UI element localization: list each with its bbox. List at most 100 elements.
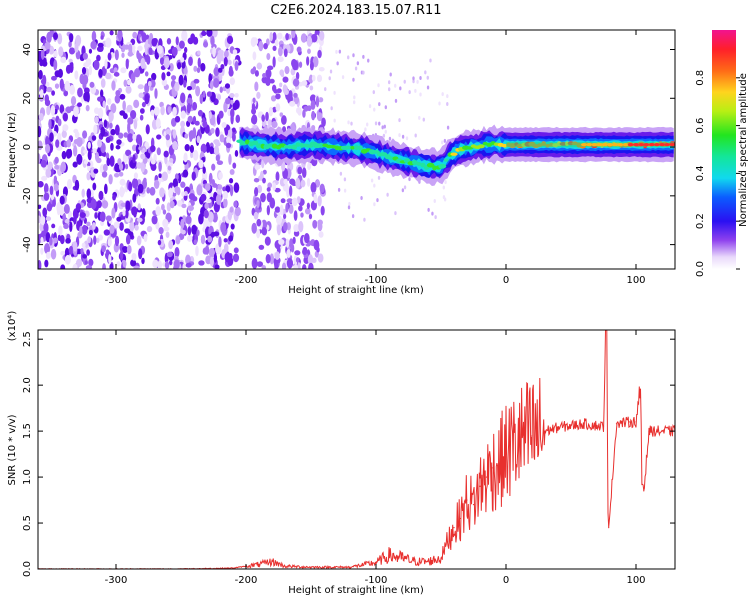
noise-speckle [169, 200, 175, 209]
sparse-speckle [403, 185, 407, 190]
noise-speckle [105, 37, 112, 48]
noise-speckle [279, 204, 284, 216]
noise-speckle [165, 134, 171, 141]
snr-point [466, 499, 468, 501]
noise-speckle [184, 133, 189, 139]
sparse-speckle [389, 72, 392, 77]
sparse-speckle [333, 118, 336, 123]
noise-speckle [49, 236, 53, 246]
noise-speckle [254, 186, 259, 197]
noise-speckle [107, 238, 112, 247]
ridge-core [477, 144, 485, 149]
noise-speckle [153, 179, 160, 190]
y-tick-label: 1.0 [22, 469, 33, 485]
sparse-speckle [324, 87, 327, 92]
noise-speckle [220, 222, 227, 234]
ridge-hotspot [607, 143, 613, 147]
noise-speckle [133, 265, 140, 269]
noise-speckle [148, 47, 153, 55]
noise-speckle [80, 247, 84, 255]
sparse-speckle [368, 104, 372, 109]
noise-speckle [51, 223, 56, 229]
noise-speckle [38, 112, 44, 121]
noise-speckle [131, 252, 137, 261]
ridge-core [306, 144, 314, 148]
noise-speckle [136, 217, 143, 223]
noise-speckle [132, 154, 136, 164]
noise-speckle [41, 175, 48, 181]
noise-speckle [119, 110, 126, 116]
noise-speckle [292, 78, 300, 87]
noise-speckle [185, 262, 192, 268]
sparse-speckle [383, 124, 386, 129]
noise-speckle [82, 246, 87, 252]
noise-speckle [151, 215, 158, 225]
noise-speckle [256, 261, 264, 268]
sparse-speckle [441, 92, 444, 97]
noise-speckle [306, 56, 310, 66]
noise-speckle [232, 162, 237, 169]
noise-speckle [233, 247, 239, 254]
noise-speckle [225, 185, 231, 193]
noise-speckle [215, 127, 220, 137]
noise-speckle [156, 147, 161, 156]
snr-point [661, 430, 663, 432]
noise-speckle [309, 94, 317, 103]
noise-speckle [168, 158, 174, 163]
noise-speckle [187, 115, 193, 123]
noise-speckle [46, 86, 53, 93]
ridge-core [299, 142, 305, 148]
noise-speckle [127, 117, 134, 125]
noise-speckle [228, 153, 232, 166]
noise-speckle [68, 47, 76, 55]
noise-speckle [266, 205, 271, 216]
noise-speckle [38, 69, 43, 80]
spectrogram-ylabel: Frequency (Hz) [7, 112, 18, 188]
noise-speckle [252, 97, 256, 104]
noise-speckle [137, 183, 144, 194]
noise-speckle [49, 132, 54, 143]
noise-speckle [42, 57, 47, 65]
noise-speckle [69, 84, 76, 95]
noise-speckle [204, 183, 211, 192]
noise-speckle [206, 30, 213, 37]
noise-speckle [228, 68, 234, 77]
noise-speckle [310, 181, 317, 194]
noise-speckle [184, 144, 190, 152]
noise-speckle [217, 184, 223, 190]
sparse-speckle [337, 187, 341, 192]
noise-speckle [74, 44, 79, 53]
noise-speckle [293, 210, 298, 222]
sparse-speckle [328, 76, 331, 81]
noise-speckle [227, 256, 234, 266]
noise-speckle [163, 57, 170, 69]
noise-speckle [196, 184, 203, 196]
noise-speckle [92, 182, 97, 191]
noise-speckle [171, 75, 177, 81]
noise-speckle [99, 89, 104, 98]
noise-speckle [197, 57, 201, 68]
sparse-speckle [364, 127, 367, 132]
sparse-speckle [387, 80, 391, 85]
noise-speckle [223, 50, 229, 58]
noise-speckle [180, 92, 186, 104]
noise-speckle [86, 91, 90, 103]
noise-speckle [169, 62, 174, 72]
sparse-speckle [442, 185, 446, 190]
noise-speckle [266, 187, 271, 192]
noise-speckle [46, 105, 51, 116]
noise-speckle [256, 228, 261, 239]
noise-speckle [256, 62, 263, 70]
snr-multiplier: (x10⁴) [7, 311, 18, 342]
noise-speckle [97, 96, 104, 102]
sparse-speckle [422, 117, 425, 122]
noise-speckle [275, 93, 281, 100]
snr-point [349, 566, 351, 568]
noise-speckle [82, 74, 89, 85]
noise-speckle [199, 93, 204, 105]
sparse-speckle [330, 106, 333, 111]
noise-speckle [193, 78, 200, 84]
noise-speckle [315, 179, 321, 188]
noise-speckle [168, 239, 174, 250]
